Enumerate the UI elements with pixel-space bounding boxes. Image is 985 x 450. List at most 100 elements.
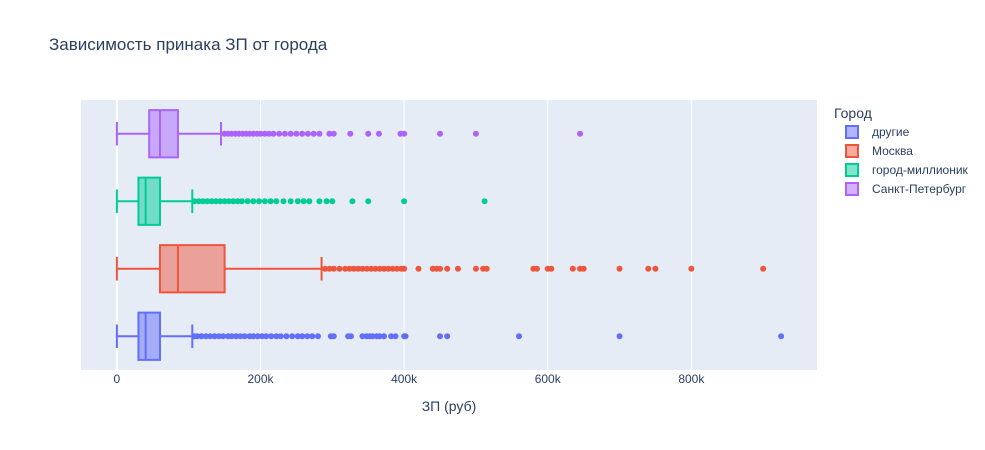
- box-outlier-point: [244, 198, 251, 205]
- box-outlier-point: [444, 333, 451, 340]
- box-outlier-point: [326, 265, 333, 272]
- box-outlier-point: [385, 265, 392, 272]
- box-outlier-point: [415, 265, 422, 272]
- box-outlier-point: [350, 265, 357, 272]
- box-iqr: [148, 109, 179, 159]
- box-outlier-point: [330, 130, 337, 137]
- legend-title: Город: [834, 105, 872, 121]
- x-tick-label: 600k: [535, 372, 562, 386]
- box-outlier-point: [281, 130, 288, 137]
- box-outlier-point: [347, 333, 354, 340]
- box-outlier-point: [359, 265, 366, 272]
- box-outlier-point: [241, 333, 248, 340]
- box-outlier-point: [369, 333, 376, 340]
- box-outlier-point: [437, 333, 444, 340]
- box-outlier-point: [322, 265, 329, 272]
- box-outlier-point: [211, 333, 218, 340]
- box-series-3: [115, 109, 584, 159]
- box-outlier-point: [207, 333, 214, 340]
- x-tick-label: 0: [114, 372, 121, 386]
- x-axis-label: ЗП (руб): [422, 398, 477, 414]
- box-outlier-point: [314, 333, 321, 340]
- box-iqr: [158, 244, 226, 294]
- box-outlier-point: [616, 265, 623, 272]
- box-outlier-point: [577, 130, 584, 137]
- box-outlier-point: [393, 265, 400, 272]
- box-outlier-point: [533, 265, 540, 272]
- box-outlier-point: [652, 265, 659, 272]
- box-outlier-point: [200, 198, 207, 205]
- box-outlier-point: [388, 333, 395, 340]
- box-outlier-point: [293, 130, 300, 137]
- box-outlier-point: [220, 333, 227, 340]
- box-outlier-point: [221, 198, 228, 205]
- box-outlier-point: [273, 198, 280, 205]
- box-outlier-point: [316, 130, 323, 137]
- box-outlier-point: [381, 265, 388, 272]
- box-outlier-point: [645, 265, 652, 272]
- box-outlier-point: [346, 265, 353, 272]
- box-outlier-point: [212, 198, 219, 205]
- box-outlier-point: [228, 333, 235, 340]
- box-outlier-point: [277, 333, 284, 340]
- box-outlier-point: [294, 333, 301, 340]
- legend: Город другие Москва город-миллионик Санкт-П…: [834, 105, 969, 196]
- box-outlier-point: [276, 130, 283, 137]
- box-outlier-point: [688, 265, 695, 272]
- box-outlier-point: [254, 333, 261, 340]
- box-series-1: [115, 244, 767, 294]
- box-outlier-point: [402, 333, 409, 340]
- box-outlier-point: [304, 333, 311, 340]
- box-outlier-point: [368, 265, 375, 272]
- legend-swatch: [845, 144, 859, 158]
- legend-swatch: [845, 163, 859, 177]
- box-outlier-point: [195, 198, 202, 205]
- legend-item-label: Санкт-Петербург: [872, 182, 967, 196]
- box-outlier-point: [323, 198, 330, 205]
- box-outlier-point: [472, 130, 479, 137]
- box-outlier-point: [580, 265, 587, 272]
- box-outlier-point: [401, 265, 408, 272]
- box-series: [115, 109, 785, 361]
- box-series-0: [115, 311, 785, 361]
- box-outlier-point: [330, 333, 337, 340]
- box-outlier-point: [273, 333, 280, 340]
- box-outlier-point: [347, 130, 354, 137]
- box-outlier-point: [258, 333, 265, 340]
- box-outlier-point: [299, 130, 306, 137]
- box-outlier-point: [263, 333, 270, 340]
- box-outlier-point: [375, 130, 382, 137]
- box-outlier-point: [760, 265, 767, 272]
- x-tick-label: 200k: [247, 372, 274, 386]
- box-outlier-point: [289, 333, 296, 340]
- box-outlier-point: [336, 265, 343, 272]
- box-outlier-point: [287, 130, 294, 137]
- box-outlier-point: [330, 265, 337, 272]
- box-outlier-point: [392, 333, 399, 340]
- box-outlier-point: [365, 198, 372, 205]
- box-outlier-point: [306, 198, 313, 205]
- x-tick-labels: 0 200k 400k 600k 800k: [114, 372, 706, 386]
- box-outlier-point: [250, 198, 257, 205]
- x-tick-label: 400k: [391, 372, 418, 386]
- plot-area: [81, 100, 817, 370]
- box-outlier-point: [238, 198, 245, 205]
- legend-item-label: Москва: [872, 144, 913, 158]
- box-outlier-point: [233, 333, 240, 340]
- box-outlier-point: [616, 333, 623, 340]
- legend-item-label: другие: [872, 125, 910, 139]
- box-outlier-point: [481, 198, 488, 205]
- legend-swatch: [845, 125, 859, 139]
- box-outlier-point: [444, 265, 451, 272]
- box-outlier-point: [310, 130, 317, 137]
- box-outlier-point: [342, 265, 349, 272]
- box-outlier-point: [225, 198, 232, 205]
- box-outlier-point: [401, 130, 408, 137]
- box-outlier-point: [349, 198, 356, 205]
- box-outlier-point: [372, 265, 379, 272]
- box-outlier-point: [270, 130, 277, 137]
- box-outlier-point: [234, 198, 241, 205]
- box-outlier-point: [215, 333, 222, 340]
- box-outlier-point: [516, 333, 523, 340]
